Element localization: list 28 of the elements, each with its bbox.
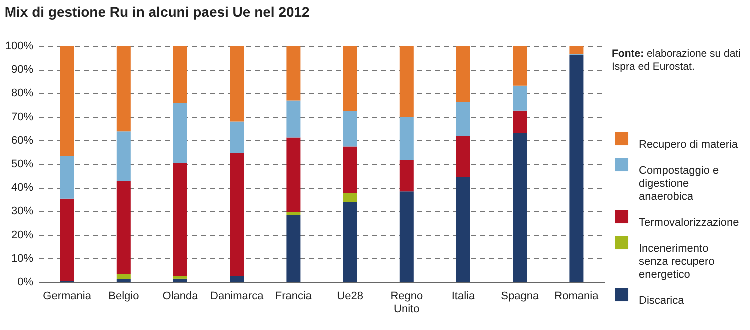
x-tick-label: Olanda — [162, 290, 200, 302]
y-tick-label: 100% — [5, 40, 34, 52]
y-tick-label: 70% — [11, 111, 34, 124]
legend-label: Incenerimento senza recupero energetico — [639, 243, 715, 281]
source-note: Fonte: elaborazione su dati Ispra ed Eurostat. — [612, 48, 742, 74]
chart-title: Mix di gestione Ru in alcuni paesi Ue nel 2012 — [4, 4, 310, 20]
legend-label: Compostaggio e digestione anaerobica — [639, 165, 720, 203]
x-tick-label: Danimarca — [210, 290, 265, 302]
legend-label: Discarica — [639, 295, 686, 307]
y-tick-label: 10% — [11, 252, 34, 265]
legend-label: Recupero di materia — [639, 139, 739, 151]
y-tick-label: 0% — [18, 276, 34, 288]
x-tick-label: Francia — [275, 290, 313, 302]
y-tick-label: 50% — [11, 158, 34, 170]
x-tick-label: Romania — [554, 290, 600, 302]
y-tick-label: 40% — [11, 182, 34, 194]
x-tick-label: Regno Unito — [390, 290, 424, 316]
legend-label: Termovalorizzazione — [639, 217, 740, 229]
x-tick-label: Italia — [452, 290, 476, 302]
x-tick-label: Belgio — [108, 290, 140, 302]
y-tick-label: 90% — [11, 64, 34, 76]
y-tick-label: 60% — [11, 134, 34, 147]
y-tick-label: 80% — [11, 88, 34, 100]
x-tick-label: Ue28 — [337, 290, 364, 302]
y-tick-label: 20% — [11, 229, 34, 242]
x-tick-label: Spagna — [501, 290, 540, 302]
x-tick-label: Germania — [43, 290, 92, 302]
y-tick-label: 30% — [11, 206, 34, 218]
